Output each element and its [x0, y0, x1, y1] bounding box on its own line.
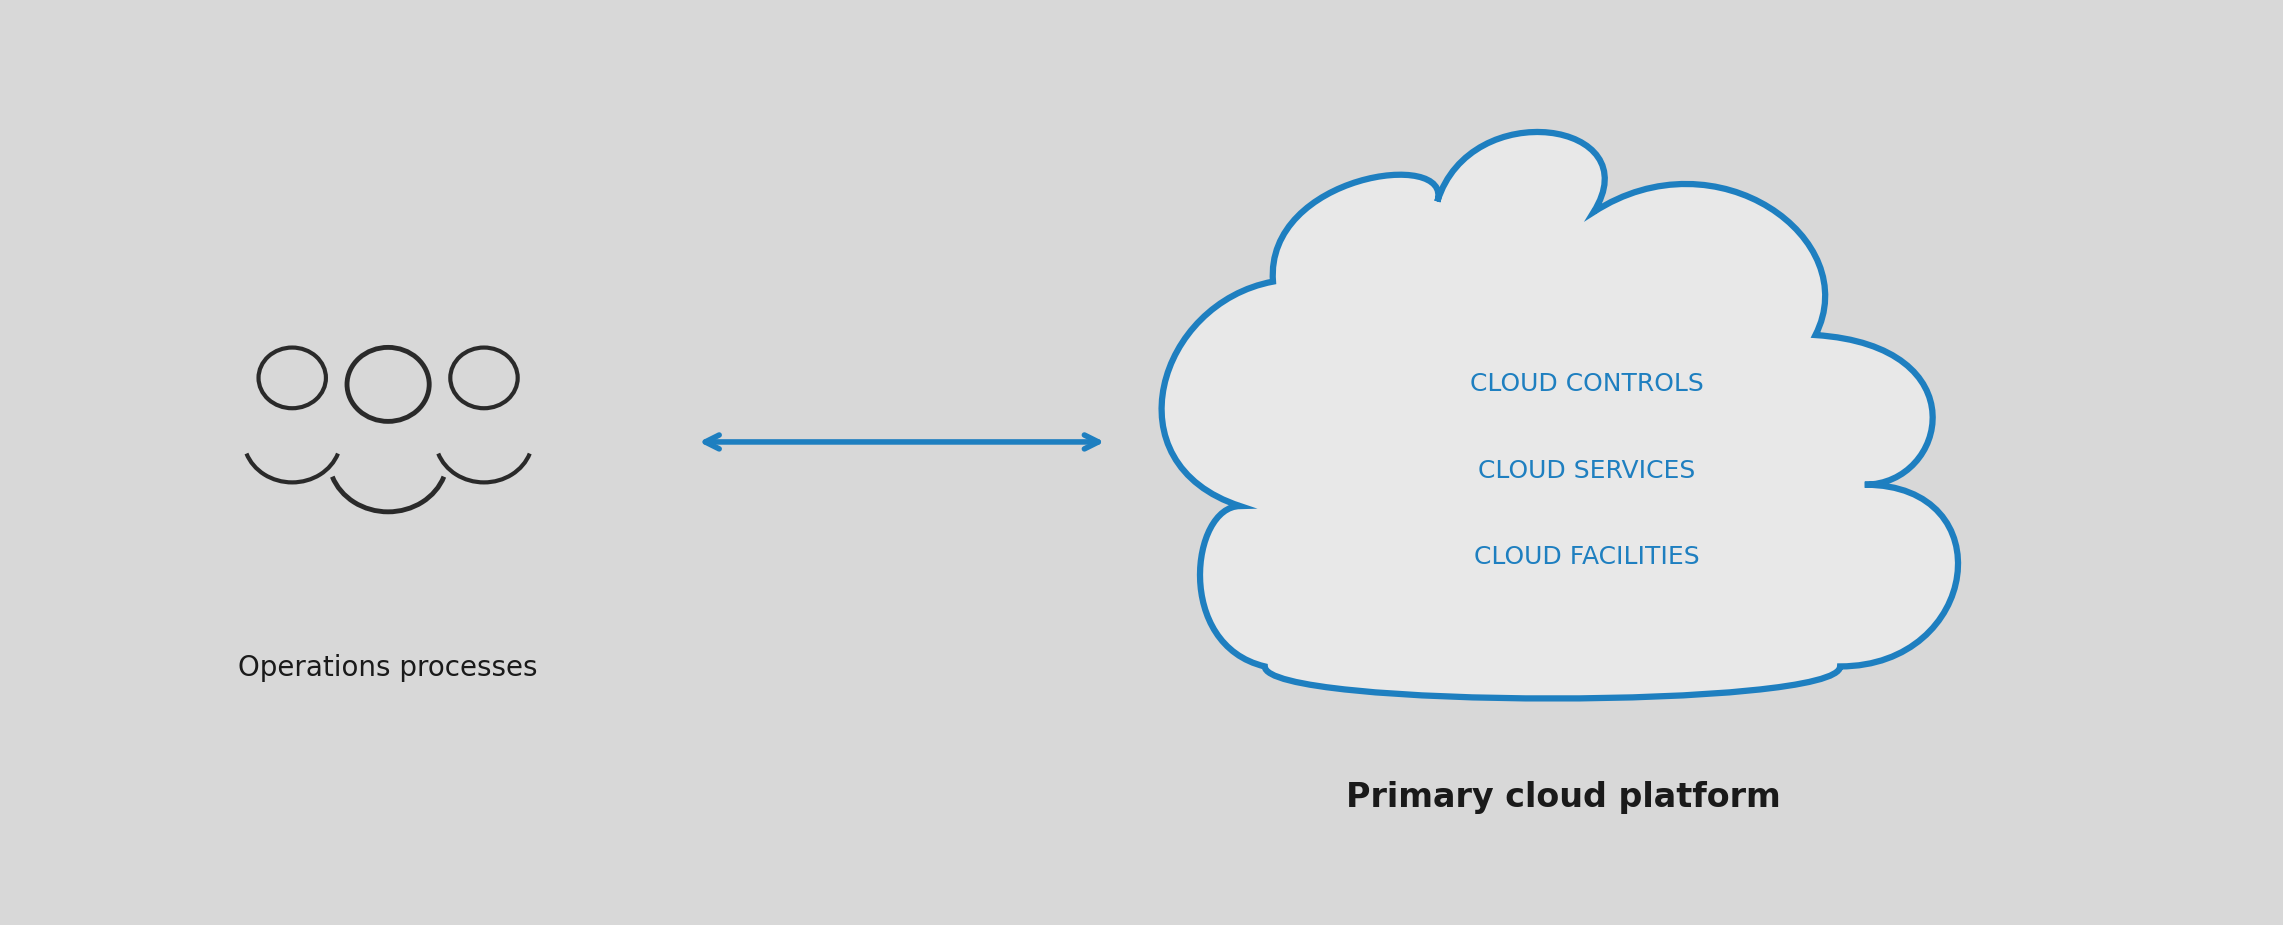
- Text: CLOUD SERVICES: CLOUD SERVICES: [1477, 459, 1696, 483]
- Text: CLOUD CONTROLS: CLOUD CONTROLS: [1470, 373, 1703, 397]
- Text: CLOUD FACILITIES: CLOUD FACILITIES: [1475, 545, 1699, 569]
- Text: Operations processes: Operations processes: [237, 654, 539, 682]
- Text: Primary cloud platform: Primary cloud platform: [1347, 781, 1781, 814]
- PathPatch shape: [1162, 132, 1959, 698]
